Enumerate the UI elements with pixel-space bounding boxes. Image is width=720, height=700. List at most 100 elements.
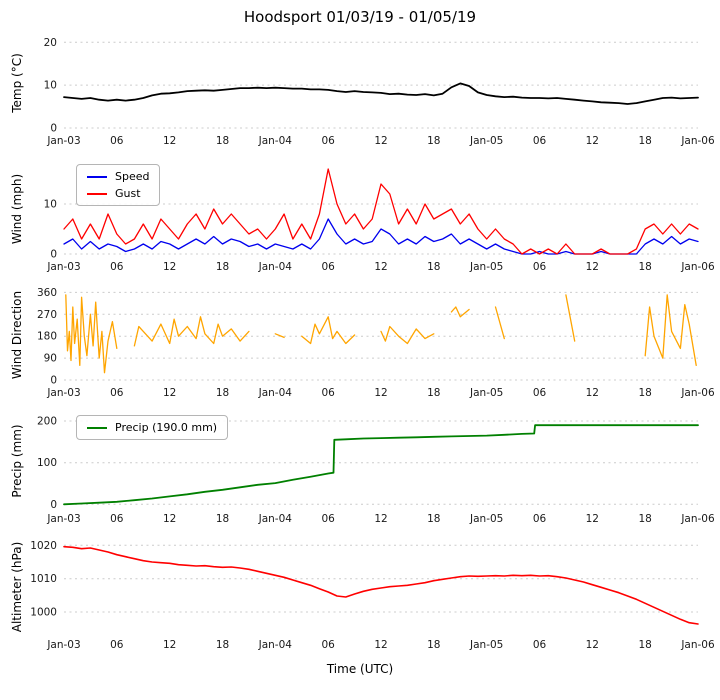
x-tick-label: 06: [110, 135, 124, 147]
x-tick-label: Jan-06: [680, 639, 715, 651]
wind-legend: Speed Gust: [76, 164, 161, 206]
legend-label-speed: Speed: [115, 170, 150, 183]
panel-altimeter: Altimeter (hPa) 1000 1010 1020 Jan-03 06 12 18…: [0, 536, 720, 662]
x-tick-label: 18: [639, 639, 652, 651]
x-tick-label: 06: [533, 135, 547, 147]
x-tick-label: Jan-06: [680, 135, 715, 147]
x-tick-label: 18: [639, 513, 652, 525]
x-tick-label: 12: [374, 135, 387, 147]
x-tick-label: Jan-03: [46, 639, 80, 651]
x-tick-label: 12: [374, 639, 387, 651]
precip-legend: Precip (190.0 mm): [76, 415, 229, 440]
x-tick-label: 06: [322, 261, 336, 273]
x-tick-label: Jan-06: [680, 387, 715, 399]
legend-item-speed: Speed: [87, 170, 149, 183]
x-tick-label: Jan-05: [469, 261, 503, 273]
x-tick-label: Jan-05: [469, 639, 503, 651]
x-tick-label: 18: [216, 387, 229, 399]
speed-line-swatch: [87, 175, 107, 178]
x-tick-label: 06: [322, 639, 336, 651]
wind-plot: 0 10 Jan-03 06 12 18 Jan-04 06 12 18 Jan-05 06 12 18 J…: [44, 168, 715, 273]
y-tick-label: 10: [44, 80, 57, 92]
x-tick-label: 12: [586, 261, 599, 273]
y-tick-label: 360: [37, 287, 57, 299]
x-tick-label: 06: [110, 513, 124, 525]
series-precip-190-0-mm-: [63, 424, 699, 506]
temperature-plot: 0 10 20 Jan-03 06 12 18 Jan-04 06 12 18 Jan-05 06 12 1…: [44, 37, 715, 147]
precip-plot: 0 100 200 Jan-03 06 12 18 Jan-04 06 12 18 Jan-05 06 1…: [37, 416, 715, 526]
x-tick-label: 12: [163, 639, 176, 651]
x-tick-label: 12: [163, 135, 176, 147]
x-tick-label: 06: [322, 135, 336, 147]
series-gust: [63, 168, 699, 255]
chart-title: Hoodsport 01/03/19 - 01/05/19: [243, 8, 477, 26]
gust-line-swatch: [87, 192, 107, 195]
x-tick-label: 18: [427, 261, 440, 273]
x-tick-label: Jan-03: [46, 513, 80, 525]
temp-axis-label: Temp (°C): [10, 53, 24, 113]
y-tick-label: 90: [44, 353, 57, 365]
x-tick-label: 12: [163, 261, 176, 273]
x-tick-label: 12: [163, 387, 176, 399]
x-tick-label: 12: [163, 513, 176, 525]
x-tick-label: 18: [639, 261, 652, 273]
wind-direction-plot: 0 90 180 270 360 Jan-03 06 12 18 Jan-04 06 12 18 Jan-…: [37, 287, 715, 399]
legend-item-gust: Gust: [87, 187, 149, 200]
x-tick-label: 06: [533, 639, 547, 651]
x-tick-label: Jan-05: [469, 135, 503, 147]
y-tick-label: 180: [37, 331, 57, 343]
x-tick-label: 06: [533, 513, 547, 525]
altimeter-axis-label: Altimeter (hPa): [10, 541, 24, 633]
x-tick-label: 18: [427, 387, 440, 399]
x-tick-label: Jan-05: [469, 387, 503, 399]
x-axis-label: Time (UTC): [326, 662, 394, 676]
y-tick-label: 1000: [30, 607, 57, 619]
x-tick-label: 18: [639, 387, 652, 399]
x-tick-label: 06: [110, 639, 124, 651]
x-tick-label: 18: [216, 639, 229, 651]
x-tick-label: 12: [586, 639, 599, 651]
x-tick-label: 12: [374, 261, 387, 273]
y-tick-label: 20: [44, 37, 57, 49]
wind-direction-axis-label: Wind Direction: [10, 290, 24, 380]
y-tick-label: 1010: [30, 573, 57, 585]
x-tick-label: 06: [322, 387, 336, 399]
series-direction: [65, 294, 697, 374]
x-tick-label: Jan-06: [680, 513, 715, 525]
precip-axis-label: Precip (mm): [10, 424, 24, 498]
y-tick-label: 0: [50, 499, 57, 511]
x-tick-label: 12: [586, 135, 599, 147]
y-tick-label: 10: [44, 199, 57, 211]
x-tick-label: 06: [322, 513, 336, 525]
x-tick-label: 18: [216, 135, 229, 147]
x-tick-label: 06: [533, 387, 547, 399]
x-tick-label: 06: [110, 261, 124, 273]
wind-axis-label: Wind (mph): [10, 173, 24, 245]
y-tick-label: 0: [50, 375, 57, 387]
panel-precip: Precip (mm) Precip (190.0 mm) 0 100 200 Jan…: [0, 410, 720, 536]
x-tick-label: Jan-03: [46, 135, 80, 147]
y-tick-label: 270: [37, 309, 57, 321]
panel-wind-direction: Wind Direction 0 90 180 270 360 Jan-03 06 12 18 J…: [0, 284, 720, 410]
y-tick-label: 1020: [30, 540, 57, 552]
x-tick-label: Jan-04: [258, 135, 293, 147]
x-tick-label: Jan-05: [469, 513, 503, 525]
altimeter-plot: 1000 1010 1020 Jan-03 06 12 18 Jan-04 06 12 18 Jan-…: [30, 540, 715, 651]
panel-temperature: Temp (°C) 0 10 20 Jan-03 06 12 18 Jan-04 06 12 18 J…: [0, 32, 720, 158]
x-tick-label: 18: [427, 639, 440, 651]
x-tick-label: Jan-04: [258, 261, 293, 273]
x-tick-label: Jan-03: [46, 261, 80, 273]
y-tick-label: 0: [50, 249, 57, 261]
x-tick-label: 12: [586, 513, 599, 525]
x-tick-label: Jan-04: [258, 513, 293, 525]
panel-wind: Wind (mph) Speed Gust 0 10 Jan-03 06 12 18 Jan…: [0, 158, 720, 284]
x-tick-label: 12: [586, 387, 599, 399]
x-tick-label: 18: [639, 135, 652, 147]
x-tick-label: 18: [427, 135, 440, 147]
y-tick-label: 0: [50, 123, 57, 135]
x-tick-label: Jan-04: [258, 639, 293, 651]
x-tick-label: 12: [374, 513, 387, 525]
x-tick-label: 06: [110, 387, 124, 399]
legend-label-precip: Precip (190.0 mm): [115, 421, 218, 434]
